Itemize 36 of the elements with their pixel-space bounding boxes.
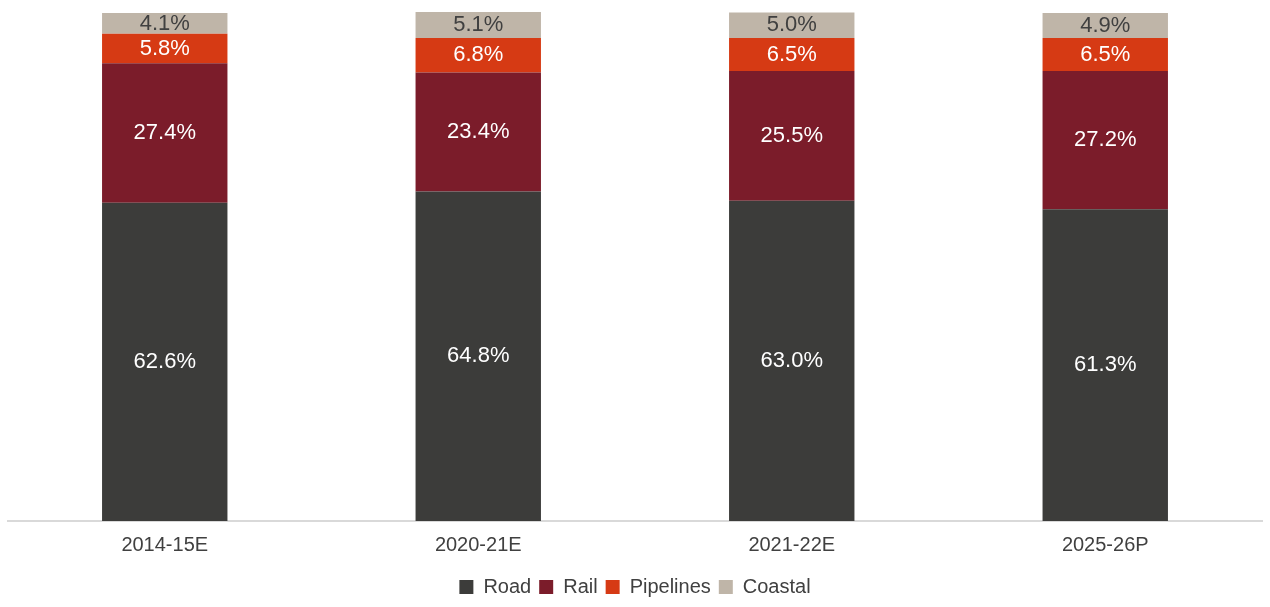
bar xyxy=(415,12,541,38)
data-label: 4.9% xyxy=(1080,11,1131,37)
data-label: 62.6% xyxy=(133,347,196,373)
bar xyxy=(729,200,855,521)
x-tick-label: 2021-22E xyxy=(748,532,836,555)
data-label: 63.0% xyxy=(760,346,823,372)
bar xyxy=(1042,70,1168,210)
data-label: 64.8% xyxy=(447,342,510,368)
x-tick-label: 2020-21E xyxy=(434,532,522,555)
data-label: 23.4% xyxy=(447,118,510,144)
bar xyxy=(102,202,228,521)
legend-label: Coastal xyxy=(742,574,811,597)
data-label: 6.8% xyxy=(453,41,504,67)
data-label: 6.5% xyxy=(1080,40,1131,66)
data-label: 5.8% xyxy=(139,34,190,60)
data-label: 6.5% xyxy=(766,40,817,66)
bar xyxy=(415,72,541,192)
bar xyxy=(415,191,541,521)
data-label: 4.1% xyxy=(139,9,190,35)
legend-label: Road xyxy=(483,574,532,597)
bar xyxy=(729,37,855,71)
legend-label: Rail xyxy=(563,574,598,597)
data-label: 25.5% xyxy=(760,121,823,147)
data-label: 27.4% xyxy=(133,119,196,145)
data-label: 61.3% xyxy=(1074,351,1137,377)
data-label: 5.0% xyxy=(766,11,817,37)
bar xyxy=(102,63,228,203)
bar xyxy=(415,37,541,73)
data-label: 27.2% xyxy=(1074,126,1137,152)
bar xyxy=(1042,209,1168,521)
x-tick-label: 2025-26P xyxy=(1061,532,1149,555)
bar xyxy=(1042,37,1168,71)
legend-label: Pipelines xyxy=(629,574,711,597)
data-label: 5.1% xyxy=(453,11,504,37)
x-tick-label: 2014-15E xyxy=(121,532,209,555)
bar xyxy=(729,70,855,201)
